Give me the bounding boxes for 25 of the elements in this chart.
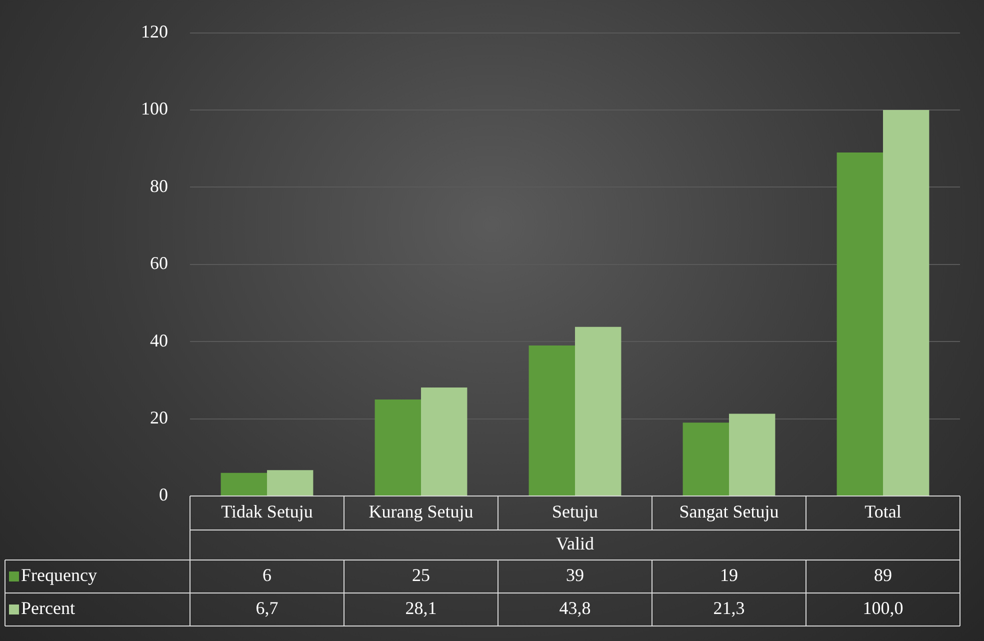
x-tick-label: Setuju (552, 502, 598, 522)
data-label: 100,0 (862, 598, 904, 618)
x-tick-label: Sangat Setuju (679, 502, 779, 522)
x-tick-label: Kurang Setuju (368, 502, 474, 522)
x-tick-label: Tidak Setuju (221, 502, 313, 522)
legend-label: Frequency (21, 565, 97, 586)
data-label: 19 (720, 565, 738, 586)
data-label: 39 (566, 565, 584, 586)
y-tick-label: 20 (150, 408, 168, 428)
y-tick-label: 120 (141, 22, 168, 42)
y-tick-label: 40 (150, 330, 168, 350)
y-tick-label: 80 (150, 176, 168, 196)
data-label: 21,3 (713, 598, 745, 618)
y-tick-label: 100 (141, 98, 168, 119)
y-tick-label: 0 (159, 484, 168, 505)
data-label: 28,1 (405, 598, 437, 618)
x-tick-label: Total (864, 502, 902, 522)
data-label: 25 (412, 565, 430, 586)
legend-label: Percent (21, 598, 75, 618)
data-label: 89 (874, 565, 892, 586)
data-label: 43,8 (559, 598, 591, 618)
x-axis-title: Valid (556, 534, 594, 554)
y-tick-label: 60 (150, 253, 168, 274)
data-label: 6 (262, 565, 272, 586)
data-label: 6,7 (256, 598, 278, 618)
